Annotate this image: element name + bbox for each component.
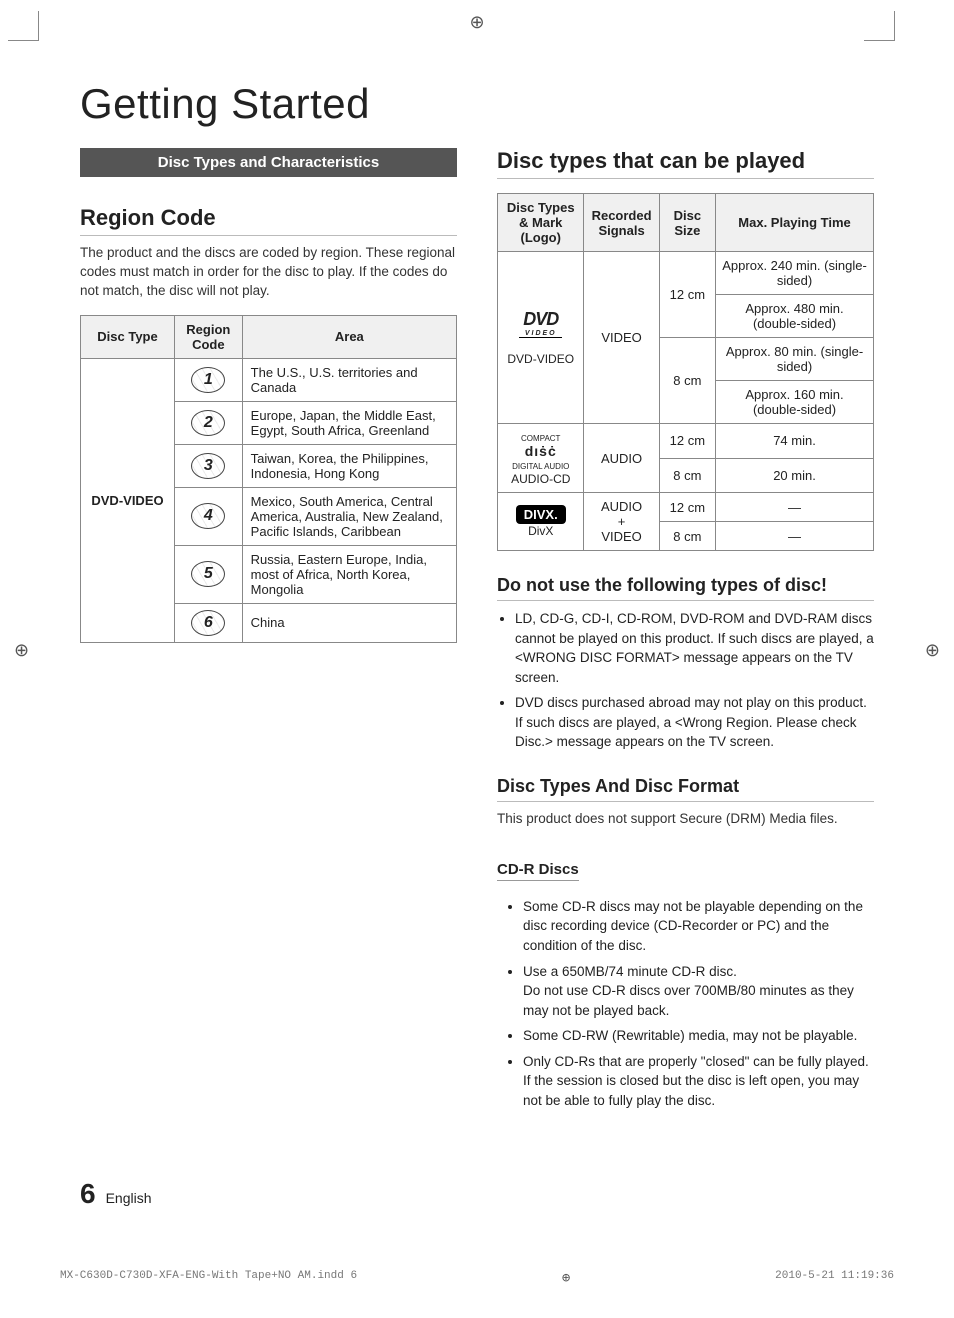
region-globe-icon: 5 — [191, 561, 225, 587]
size-cell: 8 cm — [659, 458, 715, 493]
disc-type-cell: DVD-VIDEO — [81, 358, 175, 642]
manual-page: ⊕ ⊕ ⊕ Getting Started Disc Types and Cha… — [0, 0, 954, 1260]
time-cell: Approx. 480 min. (double-sided) — [716, 295, 874, 338]
th-area: Area — [242, 315, 456, 358]
table-header-row: Disc Types & Mark (Logo) Recorded Signal… — [498, 194, 874, 252]
page-number: 6 — [80, 1178, 96, 1210]
th-disc-types-logo: Disc Types & Mark (Logo) — [498, 194, 584, 252]
playable-heading: Disc types that can be played — [497, 148, 874, 179]
signal-cell: VIDEO — [584, 252, 659, 424]
th-region-code: Region Code — [175, 315, 243, 358]
page-title: Getting Started — [80, 80, 874, 128]
registration-mark-icon: ⊕ — [469, 12, 484, 33]
indd-filename: MX-C630D-C730D-XFA-ENG-With Tape+NO AM.i… — [60, 1270, 357, 1287]
crop-mark-icon — [864, 40, 894, 70]
signal-cell: AUDIO + VIDEO — [584, 493, 659, 551]
list-item: LD, CD-G, CD-I, CD-ROM, DVD-ROM and DVD-… — [515, 609, 874, 687]
size-cell: 12 cm — [659, 493, 715, 522]
area-cell: Europe, Japan, the Middle East, Egypt, S… — [242, 401, 456, 444]
list-item: Use a 650MB/74 minute CD-R disc. Do not … — [523, 962, 874, 1021]
left-column: Disc Types and Characteristics Region Co… — [80, 148, 457, 1118]
dvd-logo-icon: DVDVIDEO — [519, 309, 562, 338]
compact-disc-logo-icon: COMPACTdıṡċDIGITAL AUDIO — [504, 434, 577, 471]
list-item: Some CD-R discs may not be playable depe… — [523, 897, 874, 956]
signal-plus: + — [618, 514, 626, 529]
region-code-intro: The product and the discs are coded by r… — [80, 244, 457, 301]
page-footer: 6 English — [80, 1178, 874, 1210]
time-cell: 20 min. — [716, 458, 874, 493]
region-code-heading: Region Code — [80, 205, 457, 236]
time-cell: Approx. 160 min. (double-sided) — [716, 381, 874, 424]
area-cell: Russia, Eastern Europe, India, most of A… — [242, 545, 456, 603]
playable-disc-table: Disc Types & Mark (Logo) Recorded Signal… — [497, 193, 874, 551]
page-language: English — [106, 1190, 152, 1206]
th-disc-size: Disc Size — [659, 194, 715, 252]
th-max-time: Max. Playing Time — [716, 194, 874, 252]
region-globe-icon: 4 — [191, 503, 225, 529]
area-cell: The U.S., U.S. territories and Canada — [242, 358, 456, 401]
divx-label: DivX — [528, 524, 553, 538]
area-cell: China — [242, 603, 456, 642]
disc-format-heading: Disc Types And Disc Format — [497, 776, 874, 802]
list-item: Only CD-Rs that are properly "closed" ca… — [523, 1052, 874, 1111]
region-globe-icon: 2 — [191, 410, 225, 436]
table-header-row: Disc Type Region Code Area — [81, 315, 457, 358]
area-cell: Mexico, South America, Central America, … — [242, 487, 456, 545]
size-cell: 8 cm — [659, 522, 715, 551]
logo-cell-dvd: DVDVIDEO DVD-VIDEO — [498, 252, 584, 424]
signal-audio: AUDIO — [601, 499, 642, 514]
table-row: DIVX. DivX AUDIO + VIDEO 12 cm — — [498, 493, 874, 522]
crop-mark-icon — [8, 40, 38, 70]
size-cell: 12 cm — [659, 424, 715, 459]
logo-cell-divx: DIVX. DivX — [498, 493, 584, 551]
audio-cd-label: AUDIO-CD — [511, 472, 570, 486]
list-item-text: Do not use CD-R discs over 700MB/80 minu… — [523, 983, 854, 1018]
right-column: Disc types that can be played Disc Types… — [497, 148, 874, 1118]
list-item: Some CD-RW (Rewritable) media, may not b… — [523, 1026, 874, 1046]
size-cell: 12 cm — [659, 252, 715, 338]
divx-logo-icon: DIVX. — [516, 505, 566, 524]
region-code-table: Disc Type Region Code Area DVD-VIDEO 1 T… — [80, 315, 457, 643]
time-cell: 74 min. — [716, 424, 874, 459]
do-not-use-list: LD, CD-G, CD-I, CD-ROM, DVD-ROM and DVD-… — [497, 609, 874, 752]
time-cell: Approx. 80 min. (single-sided) — [716, 338, 874, 381]
registration-mark-icon: ⊕ — [14, 640, 29, 661]
registration-mark-icon: ⊕ — [925, 640, 940, 661]
time-cell: — — [716, 522, 874, 551]
time-cell: Approx. 240 min. (single-sided) — [716, 252, 874, 295]
disc-format-intro: This product does not support Secure (DR… — [497, 810, 874, 829]
th-recorded-signals: Recorded Signals — [584, 194, 659, 252]
section-bar: Disc Types and Characteristics — [80, 148, 457, 177]
table-row: DVD-VIDEO 1 The U.S., U.S. territories a… — [81, 358, 457, 401]
table-row: DVDVIDEO DVD-VIDEO VIDEO 12 cm Approx. 2… — [498, 252, 874, 295]
th-disc-type: Disc Type — [81, 315, 175, 358]
logo-cell-cd: COMPACTdıṡċDIGITAL AUDIO AUDIO-CD — [498, 424, 584, 493]
indd-timestamp: 2010-5-21 11:19:36 — [775, 1270, 894, 1287]
region-globe-icon: 6 — [191, 610, 225, 636]
region-globe-icon: 3 — [191, 453, 225, 479]
cdr-list: Some CD-R discs may not be playable depe… — [497, 897, 874, 1111]
region-globe-icon: 1 — [191, 367, 225, 393]
area-cell: Taiwan, Korea, the Philippines, Indonesi… — [242, 444, 456, 487]
cdr-heading: CD-R Discs — [497, 861, 579, 881]
table-row: COMPACTdıṡċDIGITAL AUDIO AUDIO-CD AUDIO … — [498, 424, 874, 459]
list-item-text: DVD discs purchased abroad may not play … — [515, 695, 867, 710]
do-not-use-heading: Do not use the following types of disc! — [497, 575, 874, 601]
time-cell: — — [716, 493, 874, 522]
signal-cell: AUDIO — [584, 424, 659, 493]
list-item-text: Use a 650MB/74 minute CD-R disc. — [523, 964, 737, 979]
dvd-video-label: DVD-VIDEO — [507, 352, 574, 366]
list-item-text: If such discs are played, a <Wrong Regio… — [515, 715, 857, 750]
indd-metadata-line: MX-C630D-C730D-XFA-ENG-With Tape+NO AM.i… — [0, 1260, 954, 1307]
signal-video: VIDEO — [601, 529, 641, 544]
list-item: DVD discs purchased abroad may not play … — [515, 693, 874, 752]
size-cell: 8 cm — [659, 338, 715, 424]
registration-mark-icon: ⊕ — [562, 1270, 570, 1287]
